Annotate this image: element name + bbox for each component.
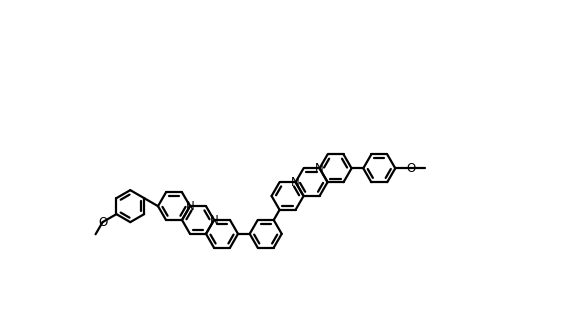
Text: N: N [315, 162, 324, 175]
Text: N: N [185, 200, 194, 213]
Text: N: N [291, 175, 300, 189]
Text: O: O [98, 215, 107, 229]
Text: N: N [210, 214, 219, 227]
Text: O: O [407, 162, 416, 175]
